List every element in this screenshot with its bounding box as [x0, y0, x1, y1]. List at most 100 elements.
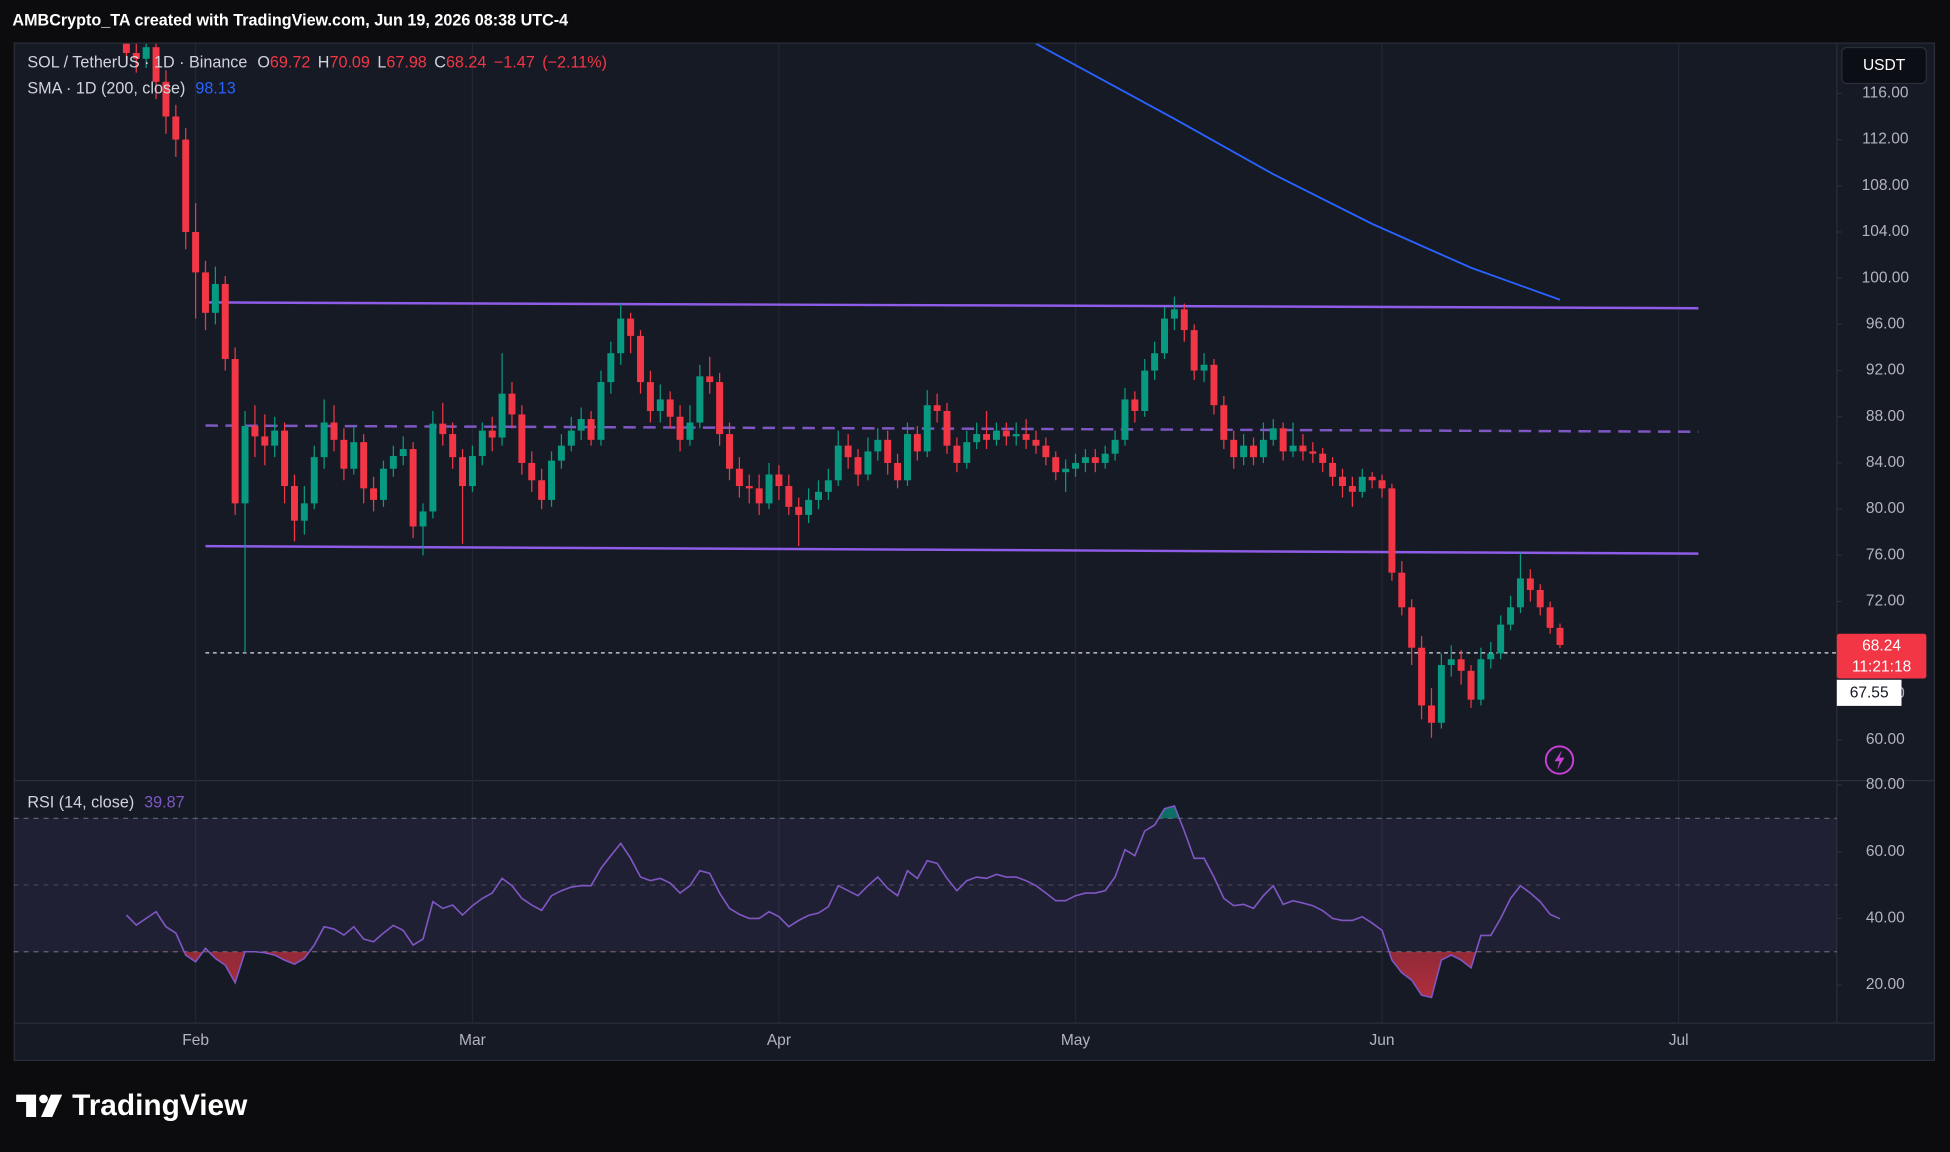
- rsi-legend: RSI (14, close) 39.87: [27, 794, 184, 812]
- candle-body: [221, 283, 229, 360]
- candle-body: [439, 423, 447, 435]
- candle-body: [211, 283, 219, 313]
- candle-body: [389, 456, 397, 469]
- candle-body: [1032, 439, 1040, 446]
- candle-body: [884, 439, 892, 463]
- y-tick-label: 60.00: [1866, 731, 1905, 748]
- x-tick-label: Jul: [1669, 1032, 1689, 1049]
- axes: FebMarAprMayJunJul60.0064.0068.0072.0076…: [182, 84, 1927, 1049]
- x-tick-label: Feb: [182, 1032, 209, 1049]
- candle-body: [1388, 488, 1396, 573]
- legend-change-percent: (−2.11%): [542, 54, 607, 72]
- candle-body: [449, 434, 457, 458]
- candle-body: [1062, 468, 1070, 473]
- candle-body: [162, 81, 170, 117]
- attribution: AMBCrypto_TA created with TradingView.co…: [12, 12, 568, 30]
- candle-body: [1507, 607, 1515, 625]
- candle-body: [1141, 370, 1149, 411]
- rsi-y-tick-label: 60.00: [1866, 843, 1905, 860]
- candle-body: [251, 425, 259, 437]
- y-tick-label: 84.00: [1866, 454, 1905, 471]
- candle-body: [320, 422, 328, 458]
- y-tick-label: 92.00: [1866, 362, 1905, 379]
- candle-body: [637, 335, 644, 383]
- candle-body: [409, 449, 417, 527]
- candle-body: [1427, 705, 1435, 723]
- candle-body: [607, 353, 615, 383]
- price-pane: [122, 43, 1837, 738]
- y-tick-label: 88.00: [1866, 408, 1905, 425]
- rsi-title: RSI (14, close): [27, 794, 134, 812]
- candle-body: [1259, 439, 1267, 458]
- candle-body: [1536, 589, 1544, 608]
- candle-body: [1012, 434, 1020, 437]
- candle-body: [1052, 457, 1060, 473]
- legend-change: −1.47: [494, 54, 535, 72]
- candle-body: [1042, 445, 1050, 458]
- rsi-line: [125, 805, 1561, 999]
- sma-line: [1035, 43, 1561, 301]
- legend-prefix: O: [257, 54, 270, 72]
- logo-shape: [41, 1094, 63, 1117]
- candle-body: [805, 499, 813, 515]
- candle-body: [963, 442, 971, 463]
- rsi-overbought-fill: [1158, 805, 1180, 819]
- candle-body: [1250, 445, 1257, 458]
- candle-body: [498, 393, 506, 438]
- currency-button-bg[interactable]: [1841, 46, 1927, 85]
- candle-body: [370, 488, 378, 500]
- candle-body: [755, 488, 763, 504]
- candle-body: [973, 434, 981, 443]
- candle-body: [913, 434, 921, 452]
- candle-body: [1516, 578, 1524, 608]
- candle-body: [300, 503, 308, 521]
- candle-body: [122, 43, 130, 53]
- candle-body: [1546, 607, 1554, 628]
- candle-body: [775, 474, 783, 487]
- rsi-value: 39.87: [144, 794, 184, 812]
- currency-button-label[interactable]: USDT: [1863, 57, 1906, 74]
- countdown-label: 11:21:18: [1852, 658, 1911, 675]
- rsi-pane: [13, 805, 1837, 999]
- candle-body: [953, 445, 961, 463]
- candle-body: [182, 139, 190, 232]
- candle-body: [627, 318, 635, 336]
- currency-button[interactable]: USDT: [1841, 46, 1927, 85]
- symbol-title: SOL / TetherUS · 1D · Binance: [27, 54, 247, 72]
- candle-body: [241, 425, 249, 504]
- candle-body: [1408, 607, 1416, 648]
- candle-body: [1240, 445, 1248, 458]
- candle-body: [765, 474, 773, 504]
- candle-body: [795, 506, 803, 515]
- candle-body: [1279, 428, 1287, 452]
- candle-body: [1289, 445, 1297, 452]
- candle-body: [745, 486, 753, 489]
- candle-body: [1467, 670, 1475, 700]
- last-price-label: 68.24: [1862, 637, 1901, 654]
- candle-body: [597, 382, 605, 440]
- x-tick-label: May: [1061, 1032, 1091, 1049]
- candle-body: [1180, 309, 1188, 331]
- candle-body: [142, 47, 150, 59]
- rsi-band-fill: [13, 818, 1837, 952]
- candle-body: [152, 47, 160, 82]
- candle-body: [1121, 399, 1129, 440]
- candle-body: [1111, 439, 1119, 454]
- candle-body: [468, 456, 476, 487]
- candle-body: [1348, 486, 1356, 492]
- candle-body: [508, 393, 516, 415]
- alert-icon[interactable]: [1544, 745, 1575, 775]
- candle-body: [1358, 476, 1366, 492]
- candle-body: [923, 405, 931, 452]
- candle-body: [686, 422, 694, 440]
- candle-body: [933, 405, 941, 411]
- candle-body: [587, 419, 595, 440]
- candle-body: [1329, 462, 1337, 477]
- candle-body: [379, 468, 387, 500]
- candle-body: [330, 422, 338, 440]
- alert-icon-bolt[interactable]: [1554, 750, 1565, 771]
- candle-body: [172, 116, 180, 140]
- alert-icon-ring[interactable]: [1544, 745, 1575, 775]
- y-tick-label: 104.00: [1862, 223, 1910, 240]
